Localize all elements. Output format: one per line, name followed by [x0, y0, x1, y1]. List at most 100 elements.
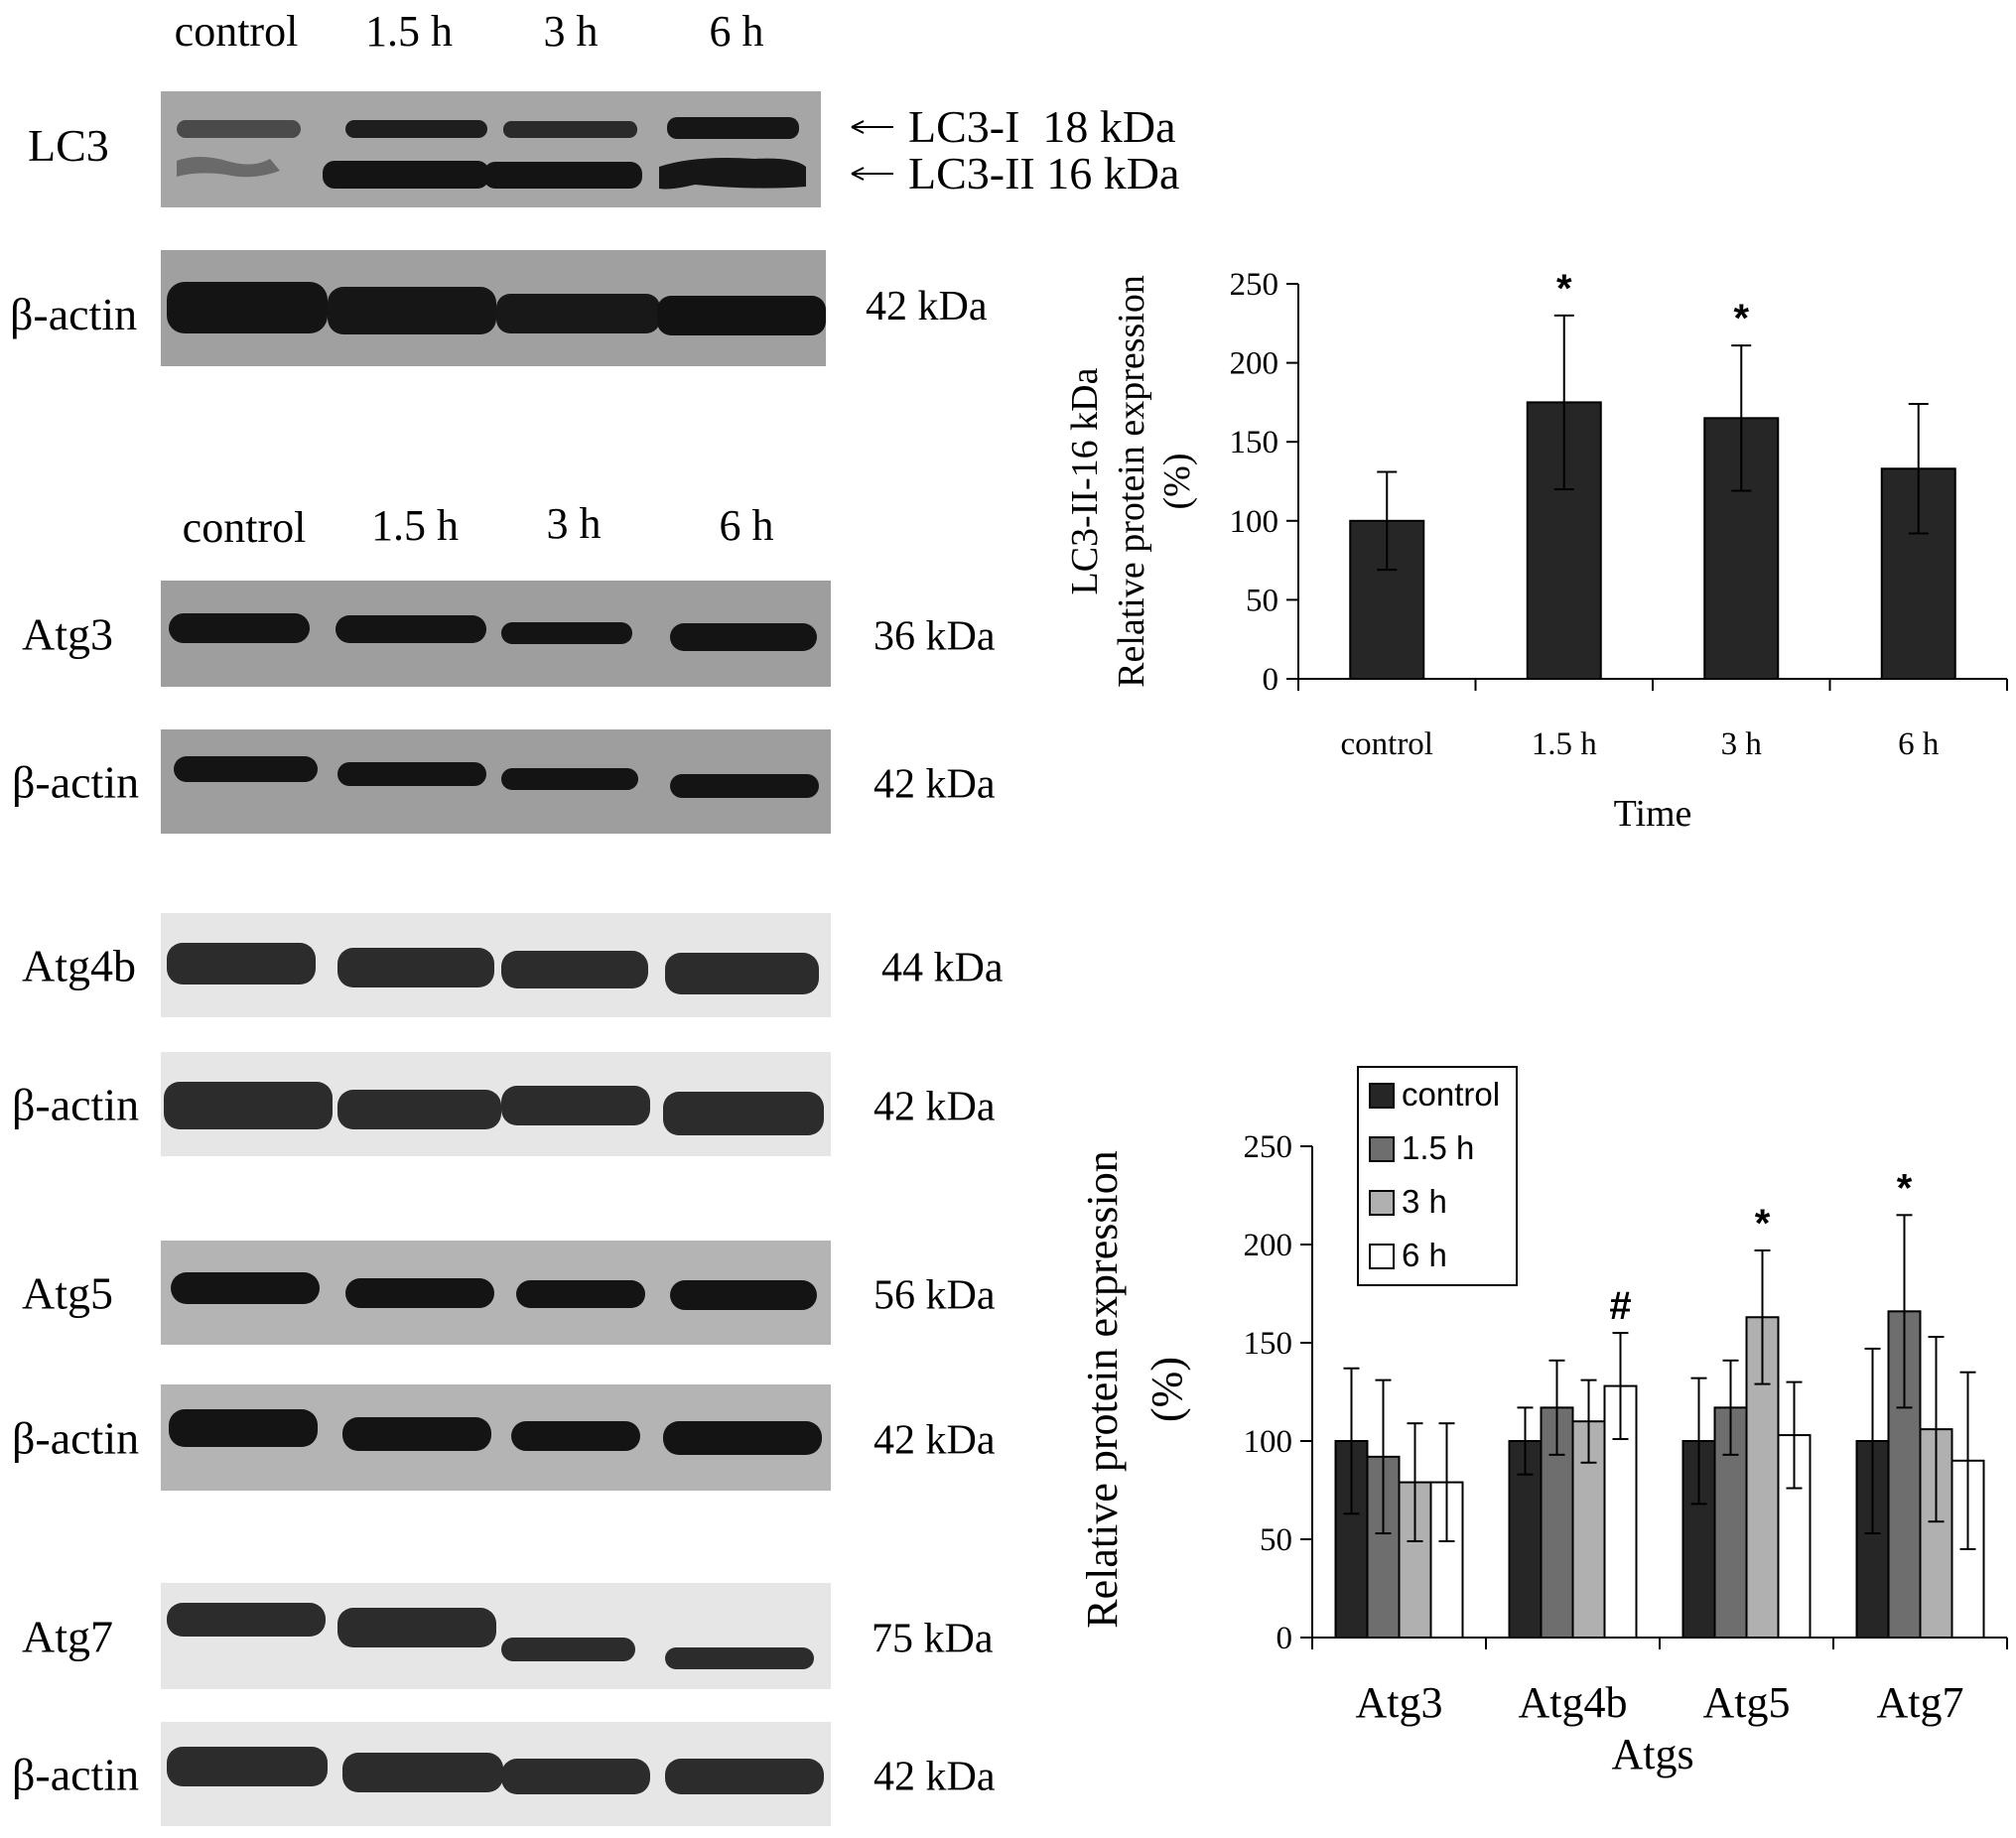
blot-band: [663, 1421, 822, 1455]
y-tick-label: 150: [1244, 1326, 1293, 1362]
y-tick-label: 100: [1230, 504, 1279, 540]
legend-swatch: [1369, 1083, 1395, 1109]
blot-band: [336, 615, 486, 643]
y-tick-label: 0: [1277, 1621, 1293, 1656]
legend-label: 3 h: [1402, 1183, 1447, 1220]
blot-band: [670, 1280, 817, 1310]
legend-swatch: [1369, 1190, 1395, 1216]
lane-label-6h-2: 6 h: [720, 501, 774, 550]
chart1-x-axis-label: Time: [1614, 793, 1692, 835]
beta-actin-1-bands: [167, 282, 826, 335]
blot-label: Atg3: [22, 609, 113, 660]
chart-lc3-ii: LC3-II-16 kDa Relative protein expression…: [1064, 267, 2008, 835]
blot-band: [342, 1417, 491, 1451]
x-tick-label: 6 h: [1898, 726, 1940, 762]
y-tick-label: 200: [1244, 1228, 1293, 1263]
lane-label-1-5h-2: 1.5 h: [371, 501, 459, 550]
blot-band: [665, 1647, 814, 1669]
kda-label: 42 kDa: [874, 1418, 996, 1464]
blot-band: [501, 1638, 635, 1661]
blot-label-beta-actin-1: β-actin: [10, 289, 137, 339]
blot-band: [171, 1272, 320, 1304]
y-label-line: (%): [1156, 454, 1198, 510]
lane-label-6h: 6 h: [710, 7, 764, 56]
blot-label-lc3: LC3: [28, 120, 109, 171]
lc3-i-bands: [177, 117, 799, 139]
significance-mark: #: [1609, 1284, 1631, 1328]
y-label-line: LC3-II-16 kDa: [1064, 367, 1106, 594]
blot-band: [670, 623, 817, 651]
chart1-y-axis-label: LC3-II-16 kDa Relative protein expression…: [1064, 275, 1198, 688]
significance-mark: *: [1733, 297, 1749, 340]
chart2-x-axis-label: Atgs: [1611, 1730, 1693, 1778]
blot-label: Atg5: [22, 1268, 113, 1319]
blot-band: [167, 1747, 328, 1786]
y-tick-label: 150: [1230, 425, 1279, 460]
blot-band: [337, 948, 494, 987]
lane-label-3h: 3 h: [544, 7, 599, 56]
x-tick-label: Atg5: [1703, 1678, 1791, 1727]
x-tick-label: Atg7: [1877, 1678, 1964, 1727]
blot-band: [665, 953, 819, 994]
blot-band: [511, 1421, 640, 1451]
blot-band: [342, 1753, 503, 1792]
blot-band: [670, 774, 819, 798]
kda-label: 42 kDa: [874, 762, 996, 808]
legend-label: 1.5 h: [1402, 1129, 1474, 1166]
lane-label-1-5h: 1.5 h: [365, 7, 453, 56]
blot-band: [164, 1082, 333, 1129]
blot-band: [501, 1086, 650, 1125]
blot-band: [665, 1759, 824, 1794]
blot-band: [337, 1090, 501, 1129]
blot-band: [516, 1280, 645, 1308]
band-label-lc3-ii: LC3-II 16 kDa: [908, 148, 1179, 198]
blot-row-5: β-actin 42 kDa: [12, 1384, 996, 1491]
blot-band: [663, 1092, 824, 1135]
blot-strip-lc3: [161, 91, 821, 207]
blot-label: β-actin: [12, 757, 139, 808]
legend-swatch: [1369, 1244, 1395, 1269]
lc3-ii-bands: [177, 157, 806, 190]
x-tick-label: Atg3: [1356, 1678, 1443, 1727]
blot-panel-lc3: control 1.5 h 3 h 6 h LC3 LC3-I 18 kDa L…: [10, 7, 1179, 366]
x-tick-label: 1.5 h: [1532, 726, 1598, 762]
chart2-y-axis-label: Relative protein expression (%): [1078, 1150, 1191, 1628]
band-label-lc3-i: LC3-I 18 kDa: [908, 101, 1176, 152]
x-tick-label: 3 h: [1721, 726, 1763, 762]
bar-Atg4b-0: [1508, 1440, 1543, 1639]
blot-band: [169, 613, 310, 643]
kda-label: 75 kDa: [872, 1617, 994, 1662]
blot-row-6: Atg7 75 kDa: [22, 1583, 994, 1689]
y-tick-label: 250: [1244, 1129, 1293, 1165]
y-tick-label: 200: [1230, 346, 1279, 382]
lane-label-control: control: [175, 7, 299, 56]
blot-label: Atg4b: [22, 941, 136, 991]
significance-mark: *: [1556, 267, 1572, 311]
blot-band: [174, 756, 318, 782]
blot-band: [501, 622, 632, 644]
y-tick-label: 100: [1244, 1424, 1293, 1460]
blot-band: [337, 762, 486, 786]
significance-mark: *: [1755, 1202, 1771, 1246]
y-label-line: (%): [1142, 1357, 1191, 1422]
blot-band: [501, 1759, 650, 1794]
y-tick-label: 250: [1230, 267, 1279, 303]
legend-label: 6 h: [1402, 1237, 1447, 1273]
blot-band: [337, 1608, 496, 1647]
x-tick-label: Atg4b: [1519, 1678, 1628, 1727]
blot-label: β-actin: [12, 1413, 139, 1464]
y-tick-label: 50: [1246, 583, 1278, 618]
arrow-lc3-ii-head: [851, 167, 865, 181]
legend-swatch: [1369, 1136, 1395, 1162]
blot-band: [345, 1278, 494, 1308]
kda-label: 42 kDa: [874, 1085, 996, 1130]
blot-label: Atg7: [22, 1612, 113, 1662]
blot-label: β-actin: [12, 1750, 139, 1800]
y-tick-label: 50: [1260, 1522, 1292, 1558]
blot-row-2: Atg4b 44 kDa: [22, 913, 1004, 1017]
blot-row-0: Atg3 36 kDa: [22, 581, 996, 687]
blot-row-1: β-actin 42 kDa: [12, 729, 996, 834]
y-label-line: Relative protein expression: [1111, 275, 1152, 688]
kda-label: 56 kDa: [874, 1273, 996, 1319]
